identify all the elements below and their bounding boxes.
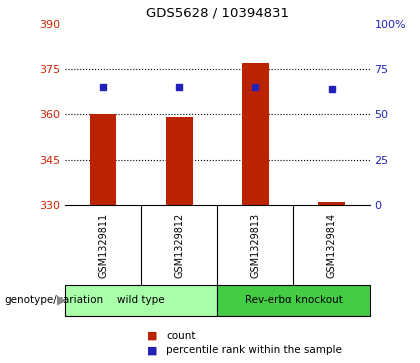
Bar bbox=[65, 285, 218, 316]
Text: GSM1329812: GSM1329812 bbox=[174, 213, 184, 278]
Bar bbox=[242, 63, 269, 205]
Text: Rev-erbα knockout: Rev-erbα knockout bbox=[244, 295, 342, 305]
Text: GSM1329811: GSM1329811 bbox=[98, 213, 108, 278]
Text: GSM1329814: GSM1329814 bbox=[326, 213, 336, 278]
Text: percentile rank within the sample: percentile rank within the sample bbox=[166, 345, 342, 355]
Title: GDS5628 / 10394831: GDS5628 / 10394831 bbox=[146, 7, 289, 20]
Bar bbox=[166, 117, 193, 205]
Bar bbox=[318, 202, 345, 205]
Text: wild type: wild type bbox=[118, 295, 165, 305]
Text: GSM1329813: GSM1329813 bbox=[250, 213, 260, 278]
Text: ▶: ▶ bbox=[57, 294, 66, 307]
Bar bbox=[90, 114, 116, 205]
Text: count: count bbox=[166, 331, 195, 341]
Text: ■: ■ bbox=[147, 345, 158, 355]
Bar bbox=[218, 285, 370, 316]
Text: ■: ■ bbox=[147, 331, 158, 341]
Text: genotype/variation: genotype/variation bbox=[4, 295, 103, 305]
